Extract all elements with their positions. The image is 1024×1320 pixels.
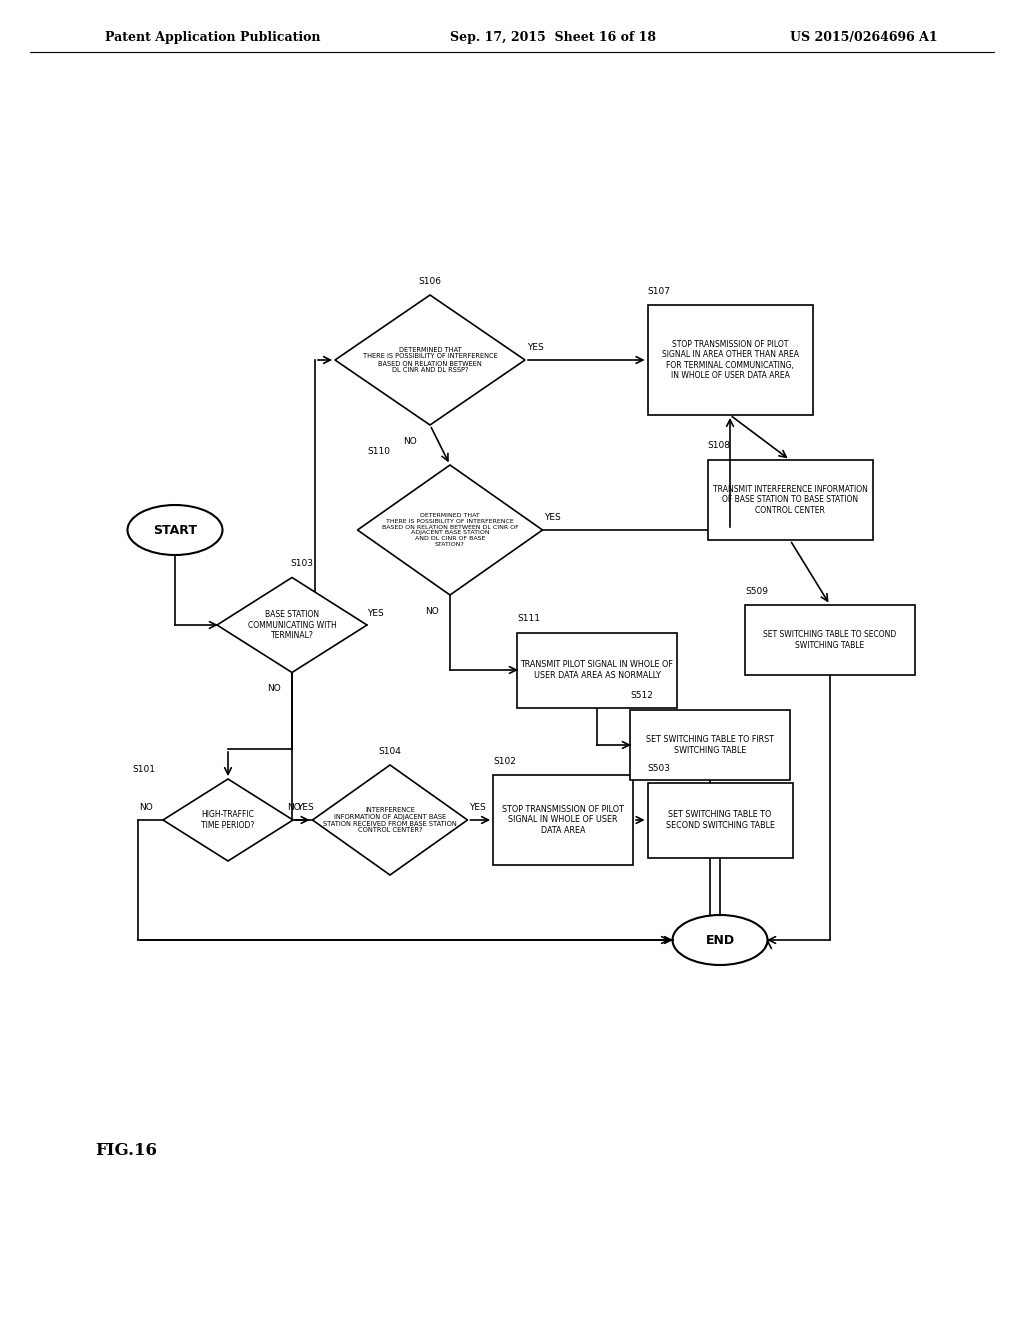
Text: SET SWITCHING TABLE TO FIRST
SWITCHING TABLE: SET SWITCHING TABLE TO FIRST SWITCHING T… [646, 735, 774, 755]
Ellipse shape [128, 506, 222, 554]
Text: NO: NO [425, 606, 439, 615]
Bar [647, 305, 812, 414]
Text: BASE STATION
COMMUNICATING WITH
TERMINAL?: BASE STATION COMMUNICATING WITH TERMINAL… [248, 610, 336, 640]
Text: FIG.16: FIG.16 [95, 1142, 157, 1159]
Text: S512: S512 [630, 692, 653, 701]
Text: END: END [706, 933, 734, 946]
Polygon shape [163, 779, 293, 861]
Text: SET SWITCHING TABLE TO
SECOND SWITCHING TABLE: SET SWITCHING TABLE TO SECOND SWITCHING … [666, 810, 774, 830]
Text: NO: NO [267, 684, 281, 693]
Text: TRANSMIT PILOT SIGNAL IN WHOLE OF
USER DATA AREA AS NORMALLY: TRANSMIT PILOT SIGNAL IN WHOLE OF USER D… [520, 660, 674, 680]
Text: S102: S102 [493, 756, 516, 766]
Polygon shape [312, 766, 468, 875]
Text: STOP TRANSMISSION OF PILOT
SIGNAL IN AREA OTHER THAN AREA
FOR TERMINAL COMMUNICA: STOP TRANSMISSION OF PILOT SIGNAL IN ARE… [662, 339, 799, 380]
Text: S503: S503 [647, 764, 671, 774]
Text: NO: NO [139, 804, 153, 813]
Text: S111: S111 [517, 614, 540, 623]
Text: S509: S509 [745, 586, 768, 595]
Polygon shape [217, 578, 367, 672]
Text: YES: YES [469, 804, 485, 813]
Text: S110: S110 [368, 446, 390, 455]
Text: S104: S104 [379, 747, 401, 755]
Text: S108: S108 [708, 441, 730, 450]
Text: Sep. 17, 2015  Sheet 16 of 18: Sep. 17, 2015 Sheet 16 of 18 [450, 32, 656, 45]
Text: S106: S106 [419, 276, 441, 285]
Text: INTERFERENCE
INFORMATION OF ADJACENT BASE
STATION RECEIVED FROM BASE STATION
CON: INTERFERENCE INFORMATION OF ADJACENT BAS… [324, 807, 457, 833]
Bar [647, 783, 793, 858]
Bar [517, 632, 677, 708]
Text: DETERMINED THAT
THERE IS POSSIBILITY OF INTERFERENCE
BASED ON RELATION BETWEEN D: DETERMINED THAT THERE IS POSSIBILITY OF … [382, 513, 518, 546]
Text: DETERMINED THAT
THERE IS POSSIBILITY OF INTERFERENCE
BASED ON RELATION BETWEEN
D: DETERMINED THAT THERE IS POSSIBILITY OF … [362, 346, 498, 374]
Text: S101: S101 [132, 764, 155, 774]
Polygon shape [335, 294, 525, 425]
Text: YES: YES [367, 609, 383, 618]
Text: Patent Application Publication: Patent Application Publication [105, 32, 321, 45]
Ellipse shape [673, 915, 768, 965]
Text: YES: YES [544, 513, 561, 523]
Text: NO: NO [287, 804, 300, 813]
Text: US 2015/0264696 A1: US 2015/0264696 A1 [790, 32, 938, 45]
Bar [630, 710, 790, 780]
Text: START: START [153, 524, 197, 536]
Polygon shape [357, 465, 543, 595]
Bar [745, 605, 915, 675]
Bar [708, 459, 872, 540]
Text: HIGH-TRAFFIC
TIME PERIOD?: HIGH-TRAFFIC TIME PERIOD? [202, 810, 255, 830]
Text: SET SWITCHING TABLE TO SECOND
SWITCHING TABLE: SET SWITCHING TABLE TO SECOND SWITCHING … [763, 630, 897, 649]
Text: YES: YES [526, 343, 544, 352]
Bar [493, 775, 633, 865]
Text: YES: YES [297, 804, 313, 813]
Text: STOP TRANSMISSION OF PILOT
SIGNAL IN WHOLE OF USER
DATA AREA: STOP TRANSMISSION OF PILOT SIGNAL IN WHO… [502, 805, 624, 836]
Text: S103: S103 [291, 558, 313, 568]
Text: S107: S107 [647, 286, 671, 296]
Text: NO: NO [403, 437, 417, 446]
Text: TRANSMIT INTERFERENCE INFORMATION
OF BASE STATION TO BASE STATION
CONTROL CENTER: TRANSMIT INTERFERENCE INFORMATION OF BAS… [713, 486, 867, 515]
